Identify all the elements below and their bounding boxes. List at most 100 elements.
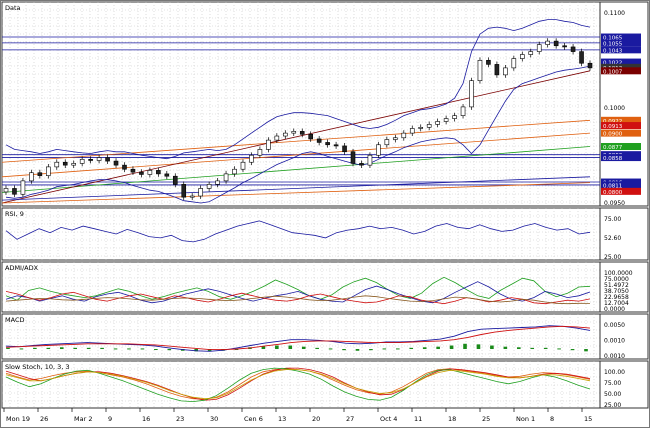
- candle-body: [401, 132, 407, 139]
- candle-body: [266, 139, 271, 150]
- dmi-line: [5, 281, 591, 304]
- upper-band-line: [5, 19, 591, 160]
- panel-frame: [1, 313, 601, 360]
- candle-body: [376, 144, 381, 156]
- x-tick-label: Mar 2: [74, 415, 92, 423]
- candle-body: [88, 159, 93, 161]
- panel-frame: [1, 1, 601, 207]
- axis-frame: [599, 313, 649, 360]
- macd-histogram-bar: [261, 346, 266, 350]
- axis-frame: [599, 360, 649, 409]
- candle-body: [3, 188, 9, 193]
- trendline: [1, 70, 591, 204]
- candle-body: [367, 154, 373, 166]
- candle-body: [46, 166, 51, 176]
- candle-body: [545, 40, 550, 45]
- macd-line: [5, 325, 591, 351]
- candle-body: [215, 180, 220, 185]
- candle-body: [37, 172, 43, 176]
- price-tag: [601, 116, 641, 124]
- macd-histogram-bar: [382, 348, 387, 350]
- candle-body: [460, 106, 466, 116]
- price-tag-label: 0.0913: [603, 124, 623, 130]
- x-tick-label: 26: [40, 415, 48, 423]
- macd-histogram-bar: [275, 345, 279, 350]
- y-tick-label: 0.0050: [604, 322, 625, 329]
- candle-body: [139, 171, 144, 175]
- price-tag-label: 0.1022: [603, 61, 622, 67]
- macd-histogram-bar: [46, 347, 51, 350]
- panel-dmi: ADMI/ADX 100.000075.000051.497238.705022.…: [1, 261, 649, 313]
- price-tag: [601, 122, 641, 130]
- price-tag-label: 0.1007: [603, 69, 623, 75]
- panel-title: RSI, 9: [5, 210, 24, 218]
- candle-body: [384, 139, 390, 146]
- macd-histogram-bar: [315, 347, 319, 350]
- price-tag: [601, 181, 641, 189]
- axis-frame: [599, 1, 649, 207]
- macd-histogram-bar: [342, 349, 346, 351]
- price-tag-label: 0.1055: [603, 41, 623, 47]
- trendline: [1, 132, 591, 178]
- price-tag: [601, 129, 641, 137]
- x-tick-label: 13: [278, 415, 286, 423]
- candle-body: [189, 195, 195, 198]
- candle-body: [477, 60, 483, 82]
- macd-histogram-bar: [449, 345, 454, 350]
- y-tick-label: 22.9658: [604, 294, 629, 301]
- macd-histogram-bar: [19, 348, 24, 350]
- candle-body: [206, 184, 212, 189]
- candle-body: [240, 161, 246, 170]
- candle-body: [528, 51, 534, 55]
- axis-frame: [599, 261, 649, 313]
- y-tick-label: 75.0000: [604, 276, 629, 283]
- axis-frame: [599, 207, 649, 261]
- x-axis: Mon 19 26 Mar 2 9 16 23 30 Cen 6 13 20 27 Oct 4 11 18…: [3, 408, 592, 423]
- candle-body: [29, 172, 34, 182]
- candle-body: [232, 168, 237, 175]
- candle-body: [469, 80, 474, 108]
- candle-body: [181, 184, 187, 198]
- stoch-line: [5, 367, 591, 401]
- y-tick-label: 0.0010: [604, 353, 625, 360]
- macd-histogram-bar: [557, 348, 561, 350]
- trendline: [1, 119, 591, 163]
- rsi-line: [5, 220, 591, 243]
- trendline: [1, 176, 591, 201]
- candle-body: [494, 64, 500, 76]
- x-tick-label: 9: [108, 415, 112, 423]
- panel-stoch: Slow Stoch, 10, 3, 3 100.00 75.00 50.00 25.0…: [1, 360, 649, 409]
- candle-body: [443, 118, 449, 122]
- price-tag-label: 0.0922: [603, 119, 622, 125]
- x-tick-label: 20: [312, 415, 320, 423]
- panel-title: Slow Stoch, 10, 3, 3: [5, 363, 70, 371]
- macd-histogram-bar: [436, 346, 440, 350]
- candle-body: [393, 137, 398, 140]
- y-tick-label: 51.4972: [604, 282, 629, 289]
- x-tick-label: Cen 6: [244, 415, 263, 423]
- candle-body: [274, 135, 280, 141]
- macd-histogram-bar: [127, 348, 131, 350]
- macd-histogram-bar: [301, 346, 306, 350]
- y-tick-label: 0.0000: [604, 306, 625, 313]
- price-tag-label: 0.0900: [603, 132, 623, 138]
- price-tag: [601, 154, 641, 162]
- x-tick-label: 15: [584, 415, 592, 423]
- candle-body: [96, 157, 102, 161]
- price-tag-label: 0.0800: [603, 190, 623, 196]
- panel-rsi: RSI, 9 75.00 52.60 25.00: [1, 207, 649, 261]
- candle-body: [113, 160, 119, 166]
- macd-histogram-bar: [490, 345, 494, 350]
- x-tick-label: Mon 19: [6, 415, 30, 423]
- candle-body: [283, 132, 288, 137]
- candle-body: [553, 40, 559, 47]
- candle-body: [71, 163, 77, 166]
- price-tag: [601, 67, 641, 75]
- macd-histogram-bar: [86, 347, 91, 350]
- macd-histogram-bar: [503, 346, 508, 350]
- price-tag: [601, 39, 641, 47]
- macd-histogram-bar: [543, 347, 548, 350]
- macd-histogram-bar: [73, 347, 78, 350]
- macd-histogram-bar: [584, 349, 588, 352]
